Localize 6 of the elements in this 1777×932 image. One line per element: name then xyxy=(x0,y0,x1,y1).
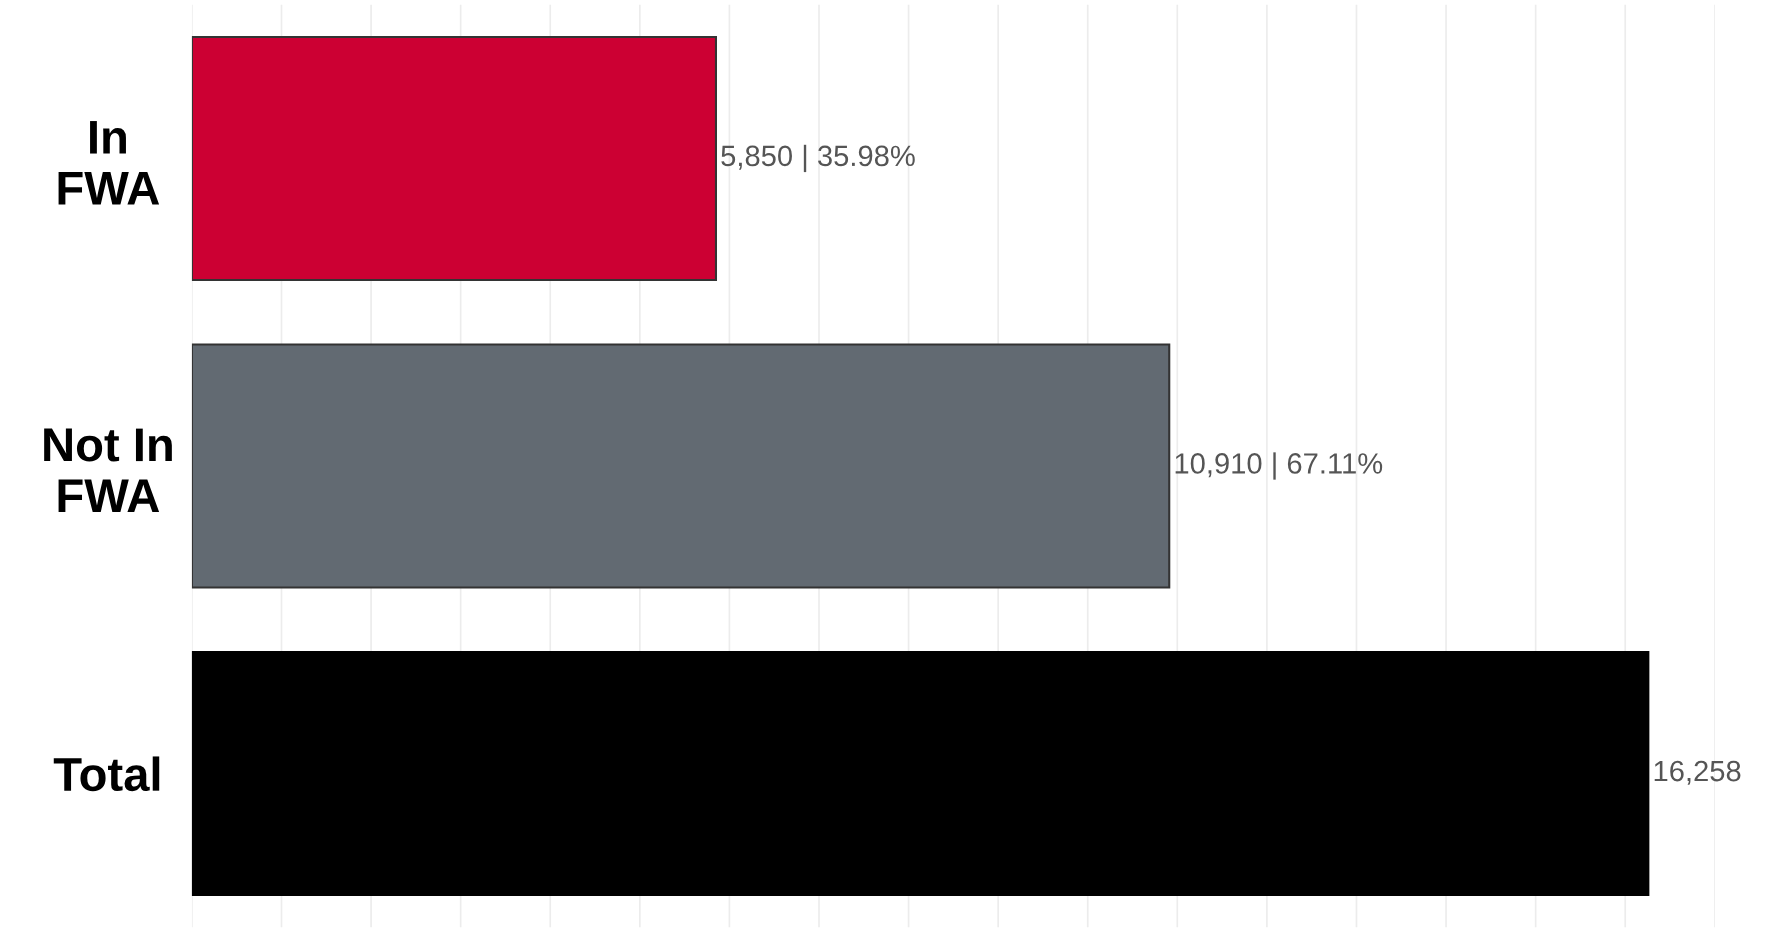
data-label: 16,258 xyxy=(1654,760,1741,785)
y-tick-label: In FWA xyxy=(58,121,160,205)
data-label: 5,850 | 35.98% xyxy=(721,144,915,173)
y-tick-label: Total xyxy=(53,756,160,792)
data-label: 10,910 | 67.11% xyxy=(1175,452,1383,480)
y-tick-label: Not In FWA xyxy=(44,428,172,512)
